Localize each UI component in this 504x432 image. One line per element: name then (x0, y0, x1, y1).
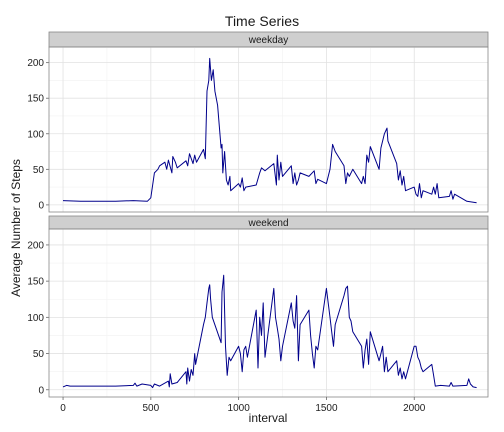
y-tick-label: 50 (33, 165, 45, 176)
y-tick-label: 200 (27, 240, 44, 251)
y-tick-label: 0 (38, 385, 44, 396)
series-line-weekday (62, 57, 477, 204)
series-line-weekend (62, 274, 477, 389)
x-tick-label: 500 (143, 403, 160, 414)
x-tick-label: 0 (60, 403, 66, 414)
x-tick-label: 2000 (403, 403, 426, 414)
strip-label-weekday: weekday (248, 35, 288, 46)
panel-border-weekend (48, 228, 489, 398)
x-axis-label: interval (249, 411, 288, 425)
y-tick-label: 200 (27, 58, 44, 69)
y-tick-label: 100 (27, 129, 44, 140)
panel-weekday: weekday 0 50 100 150 200 (27, 31, 489, 213)
panel-weekend: weekend 0 50 100 150 200 (27, 215, 489, 398)
strip-label-weekend: weekend (247, 218, 288, 229)
y-tick-label: 150 (27, 277, 44, 288)
panel-border-weekday (48, 46, 489, 213)
y-tick-label: 150 (27, 94, 44, 105)
y-tick-label: 50 (33, 349, 45, 360)
y-tick-label: 100 (27, 313, 44, 324)
chart-title: Time Series (225, 13, 299, 29)
x-tick-label: 1000 (228, 403, 251, 414)
y-axis-label: Average Number of Steps (9, 159, 23, 297)
x-tick-label: 1500 (315, 403, 338, 414)
y-tick-label: 0 (38, 200, 44, 211)
